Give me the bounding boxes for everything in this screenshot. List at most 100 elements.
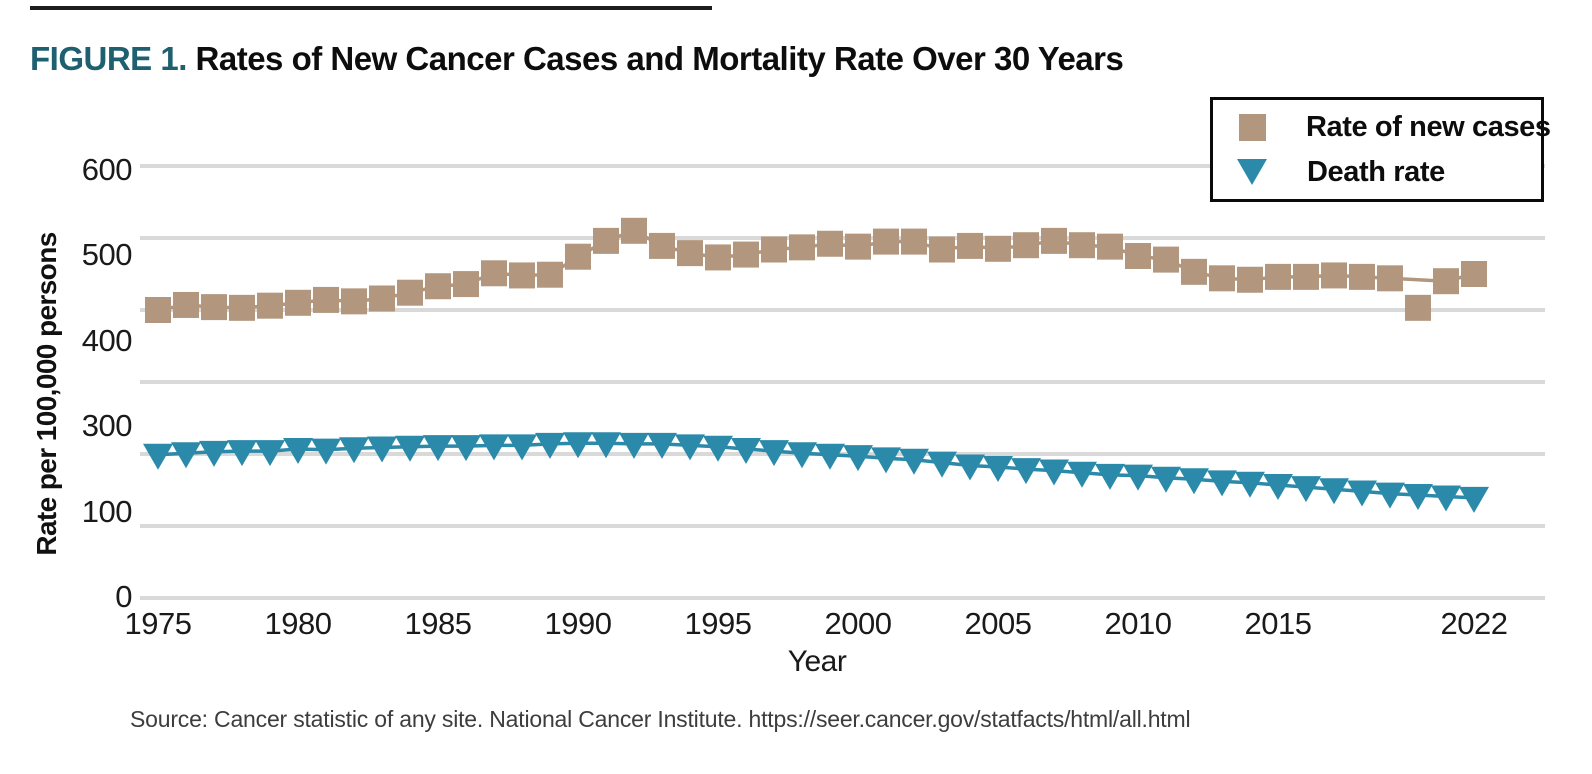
x-tick-label: 1990 bbox=[544, 606, 612, 641]
figure-number-label: FIGURE 1. bbox=[30, 40, 187, 77]
rate-of-new-cases-marker bbox=[649, 232, 675, 259]
death-rate-marker bbox=[759, 440, 789, 467]
death-rate-marker bbox=[1459, 486, 1489, 513]
death-rate-triangle-icon bbox=[1237, 159, 1267, 185]
rate-of-new-cases-marker bbox=[1209, 265, 1235, 292]
rate-of-new-cases-marker bbox=[985, 235, 1011, 262]
death-rate-marker bbox=[143, 443, 173, 470]
rate-of-new-cases-marker bbox=[1125, 243, 1151, 269]
x-tick-label: 1995 bbox=[684, 606, 752, 641]
rate-of-new-cases-marker bbox=[761, 236, 787, 263]
x-tick-label: 2015 bbox=[1244, 606, 1312, 641]
rate-of-new-cases-marker bbox=[1013, 232, 1039, 259]
death-rate-marker bbox=[283, 437, 313, 464]
death-rate-marker bbox=[871, 447, 901, 474]
rate-of-new-cases-marker bbox=[509, 262, 535, 289]
rate-of-new-cases-marker bbox=[481, 260, 507, 287]
death-rate-marker bbox=[311, 438, 341, 465]
death-rate-marker bbox=[955, 454, 985, 481]
death-rate-marker bbox=[591, 432, 621, 459]
death-rate-marker bbox=[983, 455, 1013, 482]
y-tick-label: 600 bbox=[81, 152, 133, 187]
death-rate-marker bbox=[1011, 458, 1041, 485]
death-rate-marker bbox=[227, 440, 257, 467]
death-rate-marker bbox=[1347, 480, 1377, 507]
rate-of-new-cases-marker bbox=[1405, 294, 1431, 321]
death-rate-marker bbox=[1291, 476, 1321, 503]
rate-of-new-cases-marker bbox=[901, 228, 927, 255]
death-rate-marker bbox=[1151, 466, 1181, 493]
death-rate-marker bbox=[395, 435, 425, 462]
death-rate-marker bbox=[899, 448, 929, 475]
legend-label-new-cases: Rate of new cases bbox=[1306, 110, 1551, 143]
rate-of-new-cases-marker bbox=[1321, 262, 1347, 289]
death-rate-marker bbox=[1095, 463, 1125, 490]
legend-item-new-cases: Rate of new cases bbox=[1239, 108, 1551, 146]
death-rate-marker bbox=[1067, 461, 1097, 488]
source-citation: Source: Cancer statistic of any site. Na… bbox=[130, 706, 1191, 732]
death-rate-marker bbox=[255, 440, 285, 467]
rate-of-new-cases-marker bbox=[1377, 265, 1403, 292]
death-rate-marker bbox=[451, 435, 481, 462]
x-tick-label: 2010 bbox=[1104, 606, 1172, 641]
rate-of-new-cases-marker bbox=[1461, 261, 1487, 287]
rate-of-new-cases-marker bbox=[565, 243, 591, 270]
death-rate-marker bbox=[647, 432, 677, 459]
death-rate-marker bbox=[479, 434, 509, 461]
rate-of-new-cases-marker bbox=[1069, 232, 1095, 259]
death-rate-marker bbox=[199, 440, 229, 467]
death-rate-marker bbox=[1263, 473, 1293, 500]
x-tick-label: 1975 bbox=[124, 606, 192, 641]
rate-of-new-cases-marker bbox=[453, 271, 479, 298]
rate-of-new-cases-marker bbox=[1349, 263, 1375, 290]
new-cases-square-icon bbox=[1239, 113, 1266, 141]
rate-of-new-cases-marker bbox=[313, 286, 339, 313]
x-tick-label: 1985 bbox=[404, 606, 472, 641]
rate-of-new-cases-marker bbox=[201, 294, 227, 321]
y-axis-title: Rate per 100,000 persons bbox=[31, 232, 62, 556]
death-rate-marker bbox=[367, 436, 397, 463]
legend-item-death-rate: Death rate bbox=[1237, 153, 1541, 191]
rate-of-new-cases-marker bbox=[1237, 266, 1263, 293]
death-rate-marker bbox=[563, 432, 593, 459]
death-rate-marker bbox=[815, 443, 845, 470]
rate-of-new-cases-marker bbox=[817, 230, 843, 257]
death-rate-marker bbox=[927, 451, 957, 478]
death-rate-marker bbox=[535, 432, 565, 459]
death-rate-marker bbox=[339, 437, 369, 464]
rate-of-new-cases-marker bbox=[425, 273, 451, 300]
death-rate-marker bbox=[619, 432, 649, 459]
x-tick-label: 2005 bbox=[964, 606, 1032, 641]
y-tick-label: 100 bbox=[81, 493, 133, 529]
death-rate-marker bbox=[1235, 471, 1265, 498]
figure-title: FIGURE 1. Rates of New Cancer Cases and … bbox=[30, 40, 1124, 78]
death-rate-marker bbox=[171, 442, 201, 469]
y-tick-label: 300 bbox=[81, 408, 133, 444]
rate-of-new-cases-marker bbox=[873, 228, 899, 255]
death-rate-marker bbox=[731, 437, 761, 464]
rate-of-new-cases-marker bbox=[145, 297, 171, 323]
death-rate-marker bbox=[787, 442, 817, 469]
rate-of-new-cases-marker bbox=[1293, 263, 1319, 290]
rate-of-new-cases-marker bbox=[1265, 263, 1291, 290]
rate-of-new-cases-marker bbox=[929, 236, 955, 263]
death-rate-marker bbox=[1123, 464, 1153, 491]
death-rate-marker bbox=[703, 435, 733, 462]
rate-of-new-cases-marker bbox=[173, 291, 199, 318]
rate-of-new-cases-marker bbox=[1433, 268, 1459, 295]
legend: Rate of new cases Death rate bbox=[1210, 97, 1551, 202]
x-tick-label: 2022 bbox=[1440, 606, 1508, 641]
rate-of-new-cases-marker bbox=[397, 279, 423, 306]
x-tick-label: 1980 bbox=[264, 606, 332, 641]
death-rate-marker bbox=[1375, 482, 1405, 509]
death-rate-marker bbox=[1319, 478, 1349, 505]
rate-of-new-cases-marker bbox=[341, 288, 367, 315]
death-rate-marker bbox=[1179, 468, 1209, 495]
rate-of-new-cases-marker bbox=[705, 244, 731, 271]
rate-of-new-cases-marker bbox=[789, 234, 815, 261]
rate-of-new-cases-marker bbox=[1097, 233, 1123, 260]
rate-of-new-cases-marker bbox=[733, 241, 759, 268]
x-tick-label: 2000 bbox=[824, 606, 892, 641]
